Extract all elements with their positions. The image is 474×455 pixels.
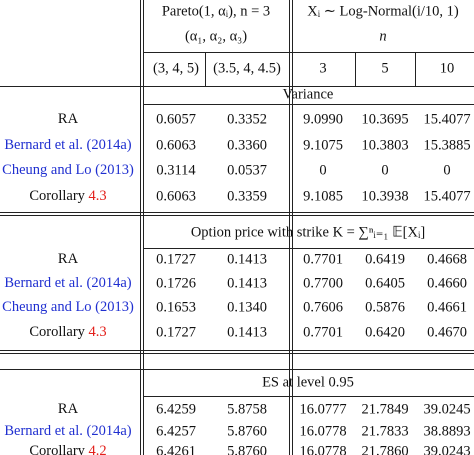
cell-value: 0.1726	[156, 275, 196, 291]
cell-value: 15.4077	[423, 188, 470, 204]
cell-value: 0.7606	[303, 299, 343, 315]
header-lognormal: Xᵢ ∼ Log-Normal(i/10, 1)	[307, 3, 459, 19]
column-header: (3.5, 4, 4.5)	[213, 60, 281, 76]
cell-value: 39.0243	[423, 443, 470, 455]
cell-value: 0.4668	[427, 251, 467, 267]
method-label: RA	[58, 111, 79, 127]
cell-value: 0.3114	[156, 162, 196, 178]
cell-value: 16.0777	[299, 401, 346, 417]
cell-value: 6.4261	[156, 443, 196, 455]
section-title: Variance	[283, 86, 334, 102]
cell-value: 0.4660	[427, 275, 467, 291]
section-title: Option price with strike K = ∑ⁿᵢ₌₁ 𝔼[Xᵢ]	[191, 224, 425, 240]
cell-value: 0.6419	[365, 251, 405, 267]
method-name: Corollary	[29, 188, 85, 204]
method-name: Bernard et al. (2014a)	[4, 275, 131, 291]
cell-value: 10.3695	[361, 111, 408, 127]
cell-value: 0.3359	[227, 188, 267, 204]
header-pareto: Pareto(1, αᵢ), n = 3	[162, 3, 270, 19]
cell-value: 38.8893	[423, 423, 470, 439]
cell-value: 21.7833	[361, 423, 408, 439]
method-label: Bernard et al. (2014a)	[4, 275, 131, 291]
cell-value: 0.1413	[227, 251, 267, 267]
column-header: 3	[319, 60, 326, 76]
cell-value: 6.4259	[156, 401, 196, 417]
method-label: Cheung and Lo (2013)	[2, 162, 134, 178]
method-label: Bernard et al. (2014a)	[4, 423, 131, 439]
cell-value: 0.6063	[156, 137, 196, 153]
cell-value: 0.3352	[227, 111, 267, 127]
cell-value: 10.3938	[361, 188, 408, 204]
cell-value: 0	[381, 162, 388, 178]
cell-value: 0.6063	[156, 188, 196, 204]
cell-value: 5.8758	[227, 401, 267, 417]
cell-value: 16.0778	[299, 423, 346, 439]
cell-value: 0.6420	[365, 324, 405, 340]
method-name: Bernard et al. (2014a)	[4, 423, 131, 439]
method-name: Cheung and Lo (2013)	[2, 299, 134, 315]
cell-value: 0.1413	[227, 275, 267, 291]
cell-value: 0.7701	[303, 251, 343, 267]
method-label: Corollary 4.3	[29, 324, 106, 340]
cell-value: 0.1727	[156, 324, 196, 340]
cell-value: 0.6405	[365, 275, 405, 291]
cell-value: 0.4661	[427, 299, 467, 315]
method-label: RA	[58, 401, 79, 417]
section-title: ES at level 0.95	[262, 374, 354, 390]
method-ref: 4.3	[89, 188, 107, 204]
cell-value: 9.1085	[303, 188, 343, 204]
method-label: Corollary 4.3	[29, 188, 106, 204]
method-label: Bernard et al. (2014a)	[4, 137, 131, 153]
cell-value: 15.4077	[423, 111, 470, 127]
cell-value: 0.1413	[227, 324, 267, 340]
method-name: RA	[58, 251, 79, 267]
cell-value: 0.5876	[365, 299, 405, 315]
method-label: Cheung and Lo (2013)	[2, 299, 134, 315]
method-label: RA	[58, 251, 79, 267]
cell-value: 0.1653	[156, 299, 196, 315]
method-name: Corollary	[29, 443, 85, 455]
cell-value: 6.4257	[156, 423, 196, 439]
cell-value: 0.4670	[427, 324, 467, 340]
cell-value: 0	[319, 162, 326, 178]
method-label: Corollary 4.2	[29, 443, 106, 455]
method-name: Corollary	[29, 324, 85, 340]
cell-value: 0.6057	[156, 111, 196, 127]
cell-value: 39.0245	[423, 401, 470, 417]
method-ref: 4.2	[89, 443, 107, 455]
method-ref: 4.3	[89, 324, 107, 340]
column-header: 5	[381, 60, 388, 76]
column-header: (3, 4, 5)	[153, 60, 199, 76]
cell-value: 0	[443, 162, 450, 178]
cell-value: 5.8760	[227, 443, 267, 455]
cell-value: 5.8760	[227, 423, 267, 439]
method-name: Cheung and Lo (2013)	[2, 162, 134, 178]
cell-value: 15.3885	[423, 137, 470, 153]
cell-value: 0.0537	[227, 162, 267, 178]
cell-value: 0.7700	[303, 275, 343, 291]
cell-value: 9.1075	[303, 137, 343, 153]
cell-value: 10.3803	[361, 137, 408, 153]
method-name: RA	[58, 401, 79, 417]
cell-value: 21.7849	[361, 401, 408, 417]
cell-value: 16.0778	[299, 443, 346, 455]
header-alphas: (α₁, α₂, α₃)	[185, 28, 247, 44]
cell-value: 0.3360	[227, 137, 267, 153]
cell-value: 0.1340	[227, 299, 267, 315]
header-n: n	[379, 28, 386, 44]
method-name: Bernard et al. (2014a)	[4, 137, 131, 153]
cell-value: 9.0990	[303, 111, 343, 127]
method-name: RA	[58, 111, 79, 127]
cell-value: 21.7860	[361, 443, 408, 455]
cell-value: 0.1727	[156, 251, 196, 267]
cell-value: 0.7701	[303, 324, 343, 340]
column-header: 10	[440, 60, 455, 76]
